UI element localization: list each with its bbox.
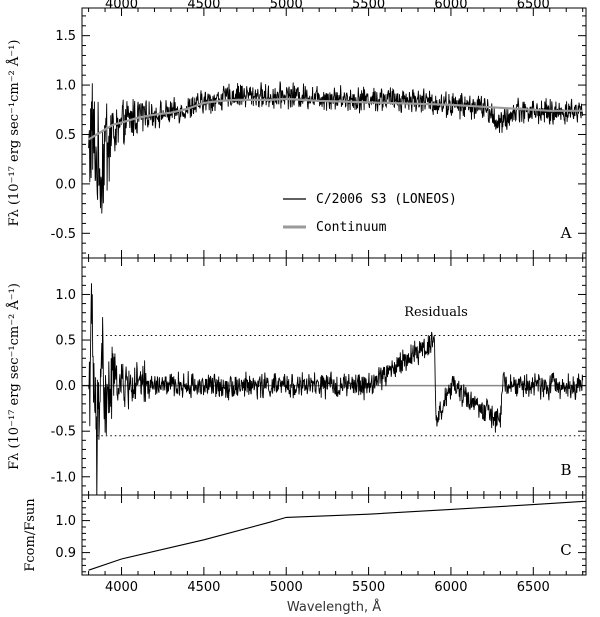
y-tick-label: 1.0 bbox=[55, 514, 76, 529]
y-tick-label: 0.5 bbox=[55, 334, 76, 349]
series-line-2 bbox=[88, 97, 583, 141]
series-group bbox=[88, 81, 584, 214]
panel-b-residuals: -1.0 -0.5 0.0 0.5 1.0 Fλ (10⁻¹⁷ erg sec⁻¹cm⁻²… bbox=[6, 257, 587, 496]
residuals-annotation: Residuals bbox=[404, 305, 468, 320]
x-axis-label: Wavelength, Å bbox=[287, 599, 381, 615]
y-tick-label: 0.5 bbox=[55, 128, 76, 143]
x-tick-label-top: 4000 bbox=[105, 0, 138, 12]
legend-label-1: C/2006 S3 (LONEOS) bbox=[316, 192, 457, 207]
y-tick-label: 0.0 bbox=[55, 379, 76, 394]
x-tick-label: 4500 bbox=[187, 580, 220, 595]
panel-a-continuum-fit: -0.5 0.0 0.5 1.0 1.5 4000 4500 5000 5500 6000 6500… bbox=[6, 0, 587, 259]
x-tick-label: 4000 bbox=[105, 580, 138, 595]
y-tick-label: 0.9 bbox=[55, 546, 76, 561]
panel-c-flux-ratio: 0.9 1.0 4000 4500 5000 5500 6000 6500 Fcom/Fsun W… bbox=[23, 494, 587, 615]
series-line-1 bbox=[88, 500, 583, 571]
x-tick-label: 6000 bbox=[434, 580, 467, 595]
y-tick-label: 1.0 bbox=[55, 288, 76, 303]
x-tick-label: 6500 bbox=[517, 580, 550, 595]
y-axis-label: Fcom/Fsun bbox=[23, 498, 38, 572]
x-tick-label-top: 5000 bbox=[270, 0, 303, 12]
x-tick-label-top: 6500 bbox=[517, 0, 550, 12]
y-tick-label: -0.5 bbox=[51, 425, 76, 440]
x-tick-label: 5000 bbox=[270, 580, 303, 595]
x-tick-label-top: 6000 bbox=[434, 0, 467, 12]
panel-label: A bbox=[560, 224, 572, 242]
y-axis-label: Fλ (10⁻¹⁷ erg sec⁻¹cm⁻² Å⁻¹) bbox=[6, 283, 22, 470]
series-group bbox=[88, 500, 583, 571]
series-group bbox=[88, 283, 584, 495]
y-axis-label: Fλ (10⁻¹⁷ erg sec⁻¹cm⁻² Å⁻¹) bbox=[6, 40, 22, 227]
legend-label-2: Continuum bbox=[316, 220, 387, 235]
x-tick-label-top: 5500 bbox=[352, 0, 385, 12]
x-tick-label: 5500 bbox=[352, 580, 385, 595]
panel-label: C bbox=[560, 541, 571, 559]
y-tick-label: 1.5 bbox=[55, 29, 76, 44]
y-tick-label: 1.0 bbox=[55, 79, 76, 94]
plot-frame bbox=[81, 494, 587, 576]
y-tick-label: -0.5 bbox=[51, 227, 76, 242]
x-tick-label-top: 4500 bbox=[187, 0, 220, 12]
y-tick-label: -1.0 bbox=[51, 470, 76, 485]
series-line-1 bbox=[88, 283, 584, 495]
y-tick-label: 0.0 bbox=[55, 177, 76, 192]
panel-label: B bbox=[560, 461, 571, 479]
